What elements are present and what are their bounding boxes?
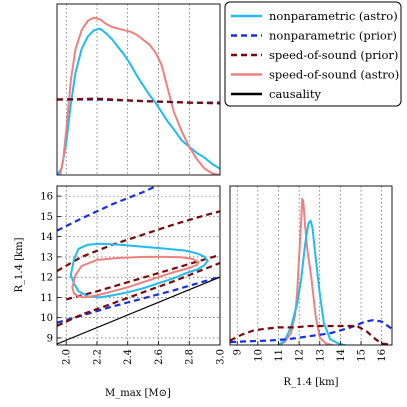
r14-x-tick-label: 10 [253, 349, 264, 362]
joint-y-tick-label: 14 [40, 232, 53, 243]
joint-y-tick-label: 10 [40, 313, 53, 324]
joint-y-tick-label: 9 [47, 333, 53, 344]
joint-y-tick-label: 13 [40, 252, 53, 263]
mmax-marginal-nonparametric-astro-curve [57, 27, 220, 175]
mmax-marginal-frame [56, 3, 221, 176]
r14-marginal-frame [229, 185, 393, 346]
joint-y-tick-label: 15 [40, 212, 53, 223]
legend-label-speed-of-sound-astro: speed-of-sound (astro) [269, 68, 399, 82]
legend-box [224, 1, 402, 107]
mmax-marginal-speed-of-sound-prior-curve [57, 97, 220, 105]
joint-x-tick-label: 2.4 [123, 349, 134, 365]
joint-causality-bound [57, 276, 220, 345]
legend-label-nonparametric-astro: nonparametric (astro) [269, 9, 398, 23]
legend-label-nonparametric-prior: nonparametric (prior) [269, 29, 397, 43]
joint-x-tick-label: 2.6 [154, 349, 165, 365]
joint-nonparametric-prior-bound [57, 186, 159, 232]
r14-x-tick-label: 14 [336, 349, 347, 362]
r14-x-tick-label: 12 [295, 349, 306, 362]
joint-speed-of-sound-astro-contour [71, 255, 200, 299]
joint-nonparametric-prior-bound [57, 276, 220, 324]
r14-x-tick-label: 9 [233, 349, 244, 355]
joint-speed-of-sound-prior-bound [57, 210, 220, 273]
joint-x-tick-label: 2.8 [185, 349, 196, 365]
r14-marginal-nonparametric-astro-curve [277, 219, 346, 345]
legend: nonparametric (astro) nonparametric (prio… [224, 1, 402, 107]
joint-y-tick-label: 11 [40, 293, 53, 304]
mmax-marginal-panel [56, 3, 221, 176]
joint-x-tick-label: 2.2 [92, 349, 103, 365]
joint-x-tick-label: 3.0 [216, 349, 227, 365]
joint-panel: 9 10 11 12 13 14 15 16 2.0 2.2 2.4 2.6 2.8 3.0 M_max… [14, 185, 227, 399]
r14-x-tick-label: 16 [377, 349, 388, 362]
legend-label-speed-of-sound-prior: speed-of-sound (prior) [269, 48, 398, 62]
r14-marginal-speed-of-sound-astro-curve [277, 197, 334, 345]
r14-x-tick-label: 15 [357, 349, 368, 362]
joint-speed-of-sound-prior-bound [57, 261, 220, 327]
joint-speed-of-sound-prior-bound [65, 253, 220, 301]
joint-frame [56, 185, 221, 346]
joint-y-tick-label: 12 [40, 273, 53, 284]
joint-x-tick-label: 2.0 [62, 349, 73, 365]
mmax-marginal-speed-of-sound-astro-curve [59, 16, 220, 175]
joint-y-axis-label: R_1.4 [km] [14, 237, 25, 292]
r14-x-tick-label: 11 [274, 349, 285, 362]
joint-x-axis-label: M_max [M⊙] [105, 388, 171, 399]
r14-x-axis-label: R_1.4 [km] [284, 377, 339, 388]
legend-label-causality: causality [269, 87, 321, 101]
joint-nonparametric-astro-contour [69, 242, 209, 299]
r14-x-tick-label: 13 [315, 349, 326, 362]
r14-marginal-speed-of-sound-prior-curve [230, 324, 392, 345]
joint-y-tick-label: 16 [40, 192, 53, 203]
r14-marginal-nonparametric-prior-curve [230, 319, 392, 344]
r14-marginal-panel: 9 10 11 12 13 14 15 16 R_1.4 [km] [229, 185, 393, 388]
